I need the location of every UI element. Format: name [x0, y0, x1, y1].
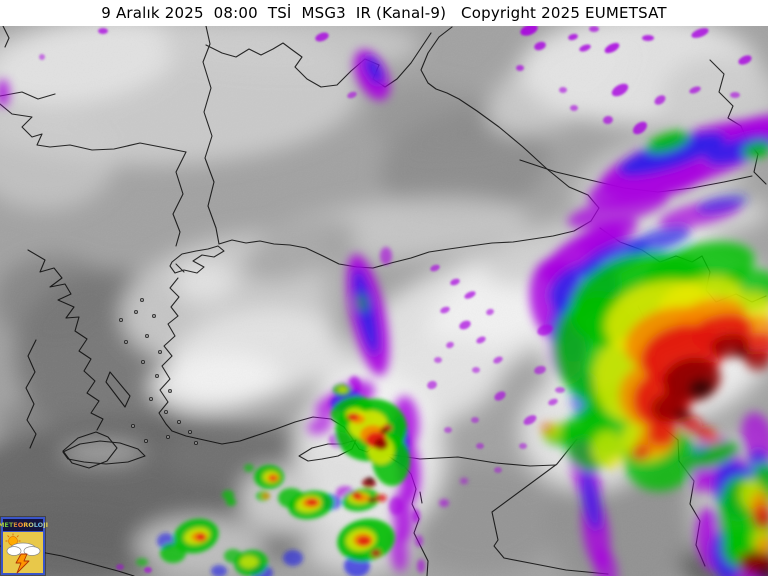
storm-enhancement-layer — [0, 49, 768, 576]
image-caption: 9 Aralık 2025 08:00 TSİ MSG3 IR (Kanal-9… — [101, 4, 667, 22]
aegean-islands-layer — [119, 297, 198, 445]
meteoroloji-logo-band: METEOROLOJI — [0, 519, 48, 532]
meteoroloji-logo: METEOROLOJI — [0, 517, 48, 575]
convective-cells-layer — [136, 247, 468, 576]
image-caption-bar: 9 Aralık 2025 08:00 TSİ MSG3 IR (Kanal-9… — [0, 0, 768, 26]
meteoroloji-emblem-icon — [5, 533, 41, 574]
cold-cloud-specks-layer — [39, 24, 752, 573]
meteoroloji-logo-text: METEOROLOJI — [0, 522, 48, 529]
